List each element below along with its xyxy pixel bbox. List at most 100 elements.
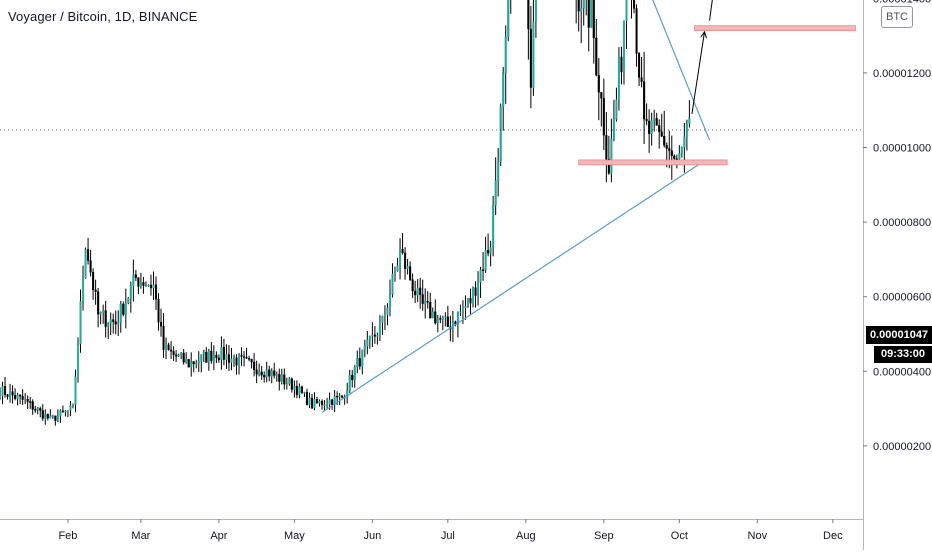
candle-body (635, 8, 638, 54)
candle-body (79, 301, 82, 345)
candles-group (0, 0, 691, 426)
candle-body (177, 354, 180, 357)
candle-body (474, 287, 477, 296)
candle-body (255, 369, 258, 375)
candle-body (290, 378, 293, 390)
candle-body (358, 358, 361, 367)
candle-body (393, 270, 397, 275)
candle-body (11, 391, 14, 396)
candle-body (406, 266, 409, 269)
candle-body (24, 399, 27, 401)
candle-body (688, 117, 691, 125)
candle-body (497, 161, 500, 181)
resistance-trendline (652, 0, 711, 141)
candle-body (446, 316, 449, 328)
candle-body (439, 318, 442, 320)
support-trendline (321, 161, 703, 413)
candle-body (461, 307, 465, 312)
candle-body (675, 158, 678, 160)
candle-body (424, 300, 427, 304)
candle-body (650, 120, 653, 135)
candle-body (207, 350, 210, 363)
candle-body (185, 359, 188, 363)
candle-body (670, 150, 673, 157)
candle-body (459, 311, 462, 313)
candle-body (638, 53, 641, 78)
candle-body (293, 386, 296, 390)
candle-body (250, 358, 253, 363)
candle-body (265, 369, 268, 378)
candle-body (31, 401, 34, 410)
candle-body (263, 375, 266, 378)
candle-body (680, 147, 683, 154)
x-tick-label: Jul (441, 530, 455, 542)
candle-body (167, 344, 170, 351)
candle-body (391, 273, 394, 295)
candle-body (16, 394, 19, 399)
y-tick-label: 0.00000800 (873, 217, 931, 229)
candle-body (464, 305, 467, 309)
candle-body (149, 284, 153, 289)
candle-body (34, 409, 37, 411)
candle-body (235, 357, 238, 366)
candle-body (484, 250, 487, 271)
candle-body (313, 399, 316, 409)
candle-body (466, 298, 470, 307)
candle-body (147, 284, 150, 287)
candle-body (117, 322, 120, 325)
candle-body (278, 374, 281, 382)
candle-body (683, 136, 686, 148)
candle-body (653, 118, 656, 121)
chart-title: Voyager / Bitcoin, 1D, BINANCE (8, 9, 198, 24)
candle-body (414, 290, 417, 296)
candle-body (476, 282, 480, 296)
candle-body (39, 408, 42, 411)
x-tick-label: Feb (58, 530, 77, 542)
candle-body (195, 363, 198, 365)
x-tick-label: May (284, 530, 305, 542)
candle-body (92, 272, 95, 290)
candle-body (504, 36, 507, 73)
candle-body (663, 136, 666, 146)
candle-body (328, 399, 331, 405)
candle-body (409, 266, 412, 280)
candle-body (84, 249, 87, 279)
candle-body (99, 312, 102, 315)
candle-body (129, 285, 132, 299)
candle-body (200, 354, 203, 362)
candle-body (0, 395, 2, 397)
candle-body (127, 297, 130, 304)
candle-body (288, 378, 291, 384)
candle-body (157, 298, 160, 323)
candle-body (300, 386, 303, 393)
candle-body (673, 155, 676, 159)
candle-body (29, 401, 32, 403)
y-tick-label: 0.00001400 (873, 0, 931, 5)
candle-body (59, 410, 62, 417)
currency-unit-badge[interactable]: BTC (881, 6, 913, 28)
y-tick-label: 0.00001000 (873, 143, 931, 155)
candle-body (137, 277, 140, 287)
candle-body (162, 326, 165, 350)
candle-body (1, 386, 4, 396)
candle-body (245, 357, 248, 359)
candle-body (434, 311, 437, 324)
candle-body (46, 414, 49, 419)
candle-body (658, 125, 661, 132)
candle-body (404, 252, 407, 269)
candle-body (102, 310, 105, 313)
candle-body (94, 289, 97, 292)
projection-arrow-2 (709, 0, 713, 21)
candle-body (3, 386, 7, 395)
candle-body (592, 0, 595, 39)
candle-body (371, 334, 374, 337)
candle-body (202, 352, 205, 355)
candle-body (152, 284, 155, 289)
projection-arrow-1 (691, 32, 705, 115)
candle-body (356, 358, 359, 368)
candle-body (482, 269, 485, 271)
candle-body (69, 405, 72, 411)
candle-body (220, 346, 223, 361)
